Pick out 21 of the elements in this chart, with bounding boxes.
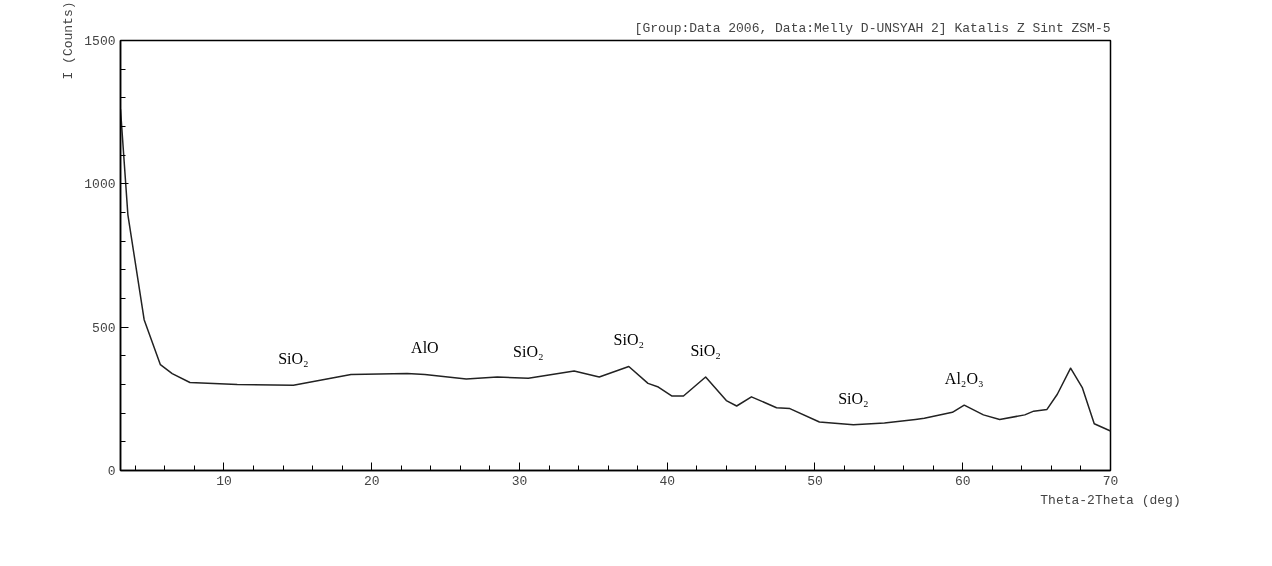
annotation: SiO₂ [278,350,309,368]
y-tick-label: 0 [107,464,116,479]
x-axis-title: Theta-2Theta (deg) [1040,492,1181,508]
x-tick-label: 10 [216,473,232,489]
x-tick-label: 40 [659,473,676,489]
y-tick-label: 500 [92,320,116,336]
annotation: SiO₂ [690,342,721,360]
y-axis-title: I (Counts) [61,1,77,80]
annotation: SiO₂ [613,331,645,349]
y-tick-label: 1000 [84,177,116,193]
annotation: Al₂O₃ [944,370,984,388]
x-tick-label: 50 [807,473,823,489]
x-tick-label: 30 [511,473,528,489]
x-tick-label: 20 [363,473,380,489]
x-tick-label: 60 [954,473,971,489]
x-tick-label: 70 [1102,473,1119,489]
annotation: SiO₂ [838,389,869,407]
annotation: AlO [411,339,439,357]
annotation: SiO₂ [513,343,544,361]
chart-title: [Group:Data 2006, Data:Melly D-UNSYAH 2] Katalis Z Sint ZSM-5 [634,20,1111,36]
y-tick-label: 1500 [84,34,116,49]
